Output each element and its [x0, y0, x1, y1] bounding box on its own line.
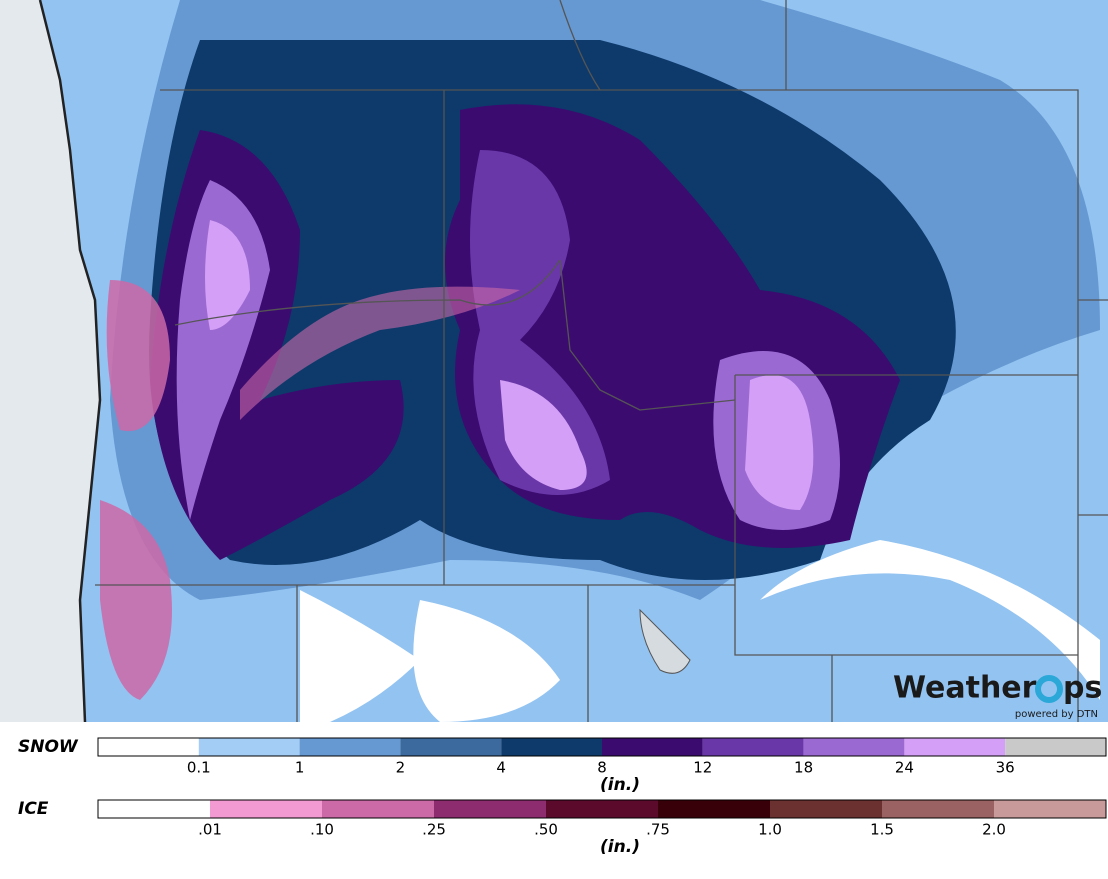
- legend-swatch: [658, 800, 770, 818]
- legend-tick-label: 1.5: [870, 821, 894, 839]
- legend-tick-label: 36: [996, 759, 1015, 777]
- legend-unit: (in.): [600, 775, 640, 795]
- legend-swatch: [198, 738, 300, 756]
- legend-label: SNOW: [18, 737, 79, 757]
- legend-tick-label: .01: [198, 821, 222, 839]
- legend-label: ICE: [18, 799, 49, 819]
- legend-swatch: [803, 738, 905, 756]
- legend-tick-label: 1.0: [758, 821, 782, 839]
- legend-swatch: [904, 738, 1006, 756]
- legend-swatch: [702, 738, 804, 756]
- legend-tick-label: 12: [693, 759, 712, 777]
- legend-tick-label: 2: [396, 759, 406, 777]
- legend-border: [97, 737, 1107, 757]
- legend-tick-label: .10: [310, 821, 334, 839]
- legend-swatch: [98, 800, 210, 818]
- legend-swatch: [210, 800, 322, 818]
- logo: Weather ps powered by DTN: [893, 671, 1102, 721]
- legend-swatch: [770, 800, 882, 818]
- legend-tick-label: .50: [534, 821, 558, 839]
- legend-tick-label: 24: [895, 759, 914, 777]
- legend-tick-label: 0.1: [187, 759, 211, 777]
- legend-swatch: [400, 738, 502, 756]
- legend-swatch: [994, 800, 1106, 818]
- legend-tick-label: 1: [295, 759, 305, 777]
- logo-tagline: powered by DTN: [1015, 709, 1098, 720]
- legend-swatch: [1005, 738, 1106, 756]
- legend-tick-label: 18: [794, 759, 813, 777]
- legend-tick-label: .75: [646, 821, 670, 839]
- legend-tick-label: 4: [496, 759, 506, 777]
- legend-tick-label: 8: [597, 759, 607, 777]
- legend-swatch: [434, 800, 546, 818]
- legend-swatch: [546, 800, 658, 818]
- legend-swatch: [98, 738, 199, 756]
- map: [0, 0, 1108, 723]
- legend-swatch: [602, 738, 703, 756]
- logo-icon: [1035, 675, 1063, 703]
- legend-tick-label: .25: [422, 821, 446, 839]
- legend-unit: (in.): [600, 837, 640, 857]
- legend-swatch: [322, 800, 434, 818]
- legend-swatch: [882, 800, 994, 818]
- logo-text: ps: [1063, 671, 1102, 706]
- legend-tick-label: 2.0: [982, 821, 1006, 839]
- logo-text: Weather: [893, 671, 1037, 706]
- legend-swatch: [299, 738, 401, 756]
- legend-border: [97, 799, 1107, 819]
- legend-swatch: [501, 738, 602, 756]
